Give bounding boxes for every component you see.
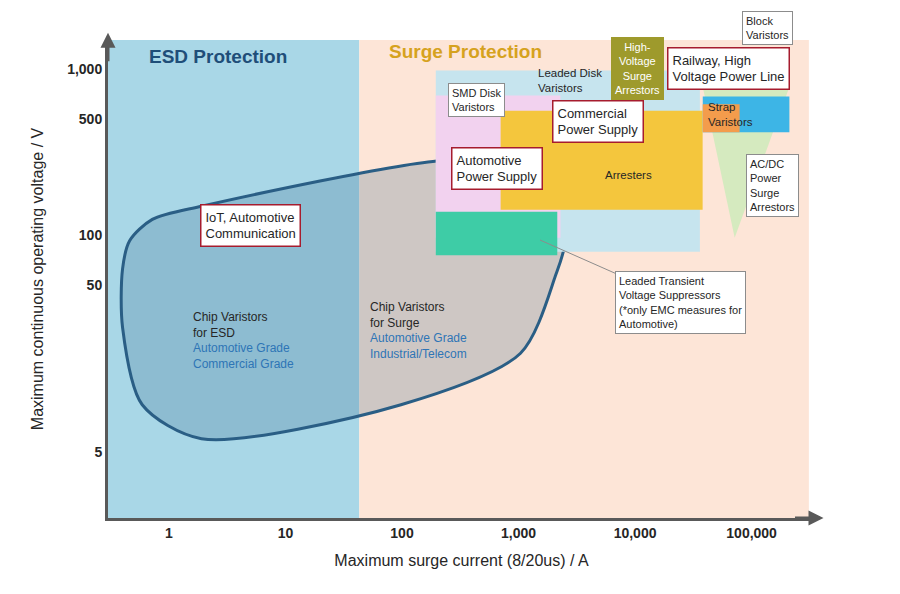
svg-text:100: 100 bbox=[390, 525, 414, 541]
svg-text:Chip Varistorsfor SurgeAutomot: Chip Varistorsfor SurgeAutomotive GradeI… bbox=[370, 300, 467, 361]
svg-text:Maximum surge current (8/20us): Maximum surge current (8/20us) / A bbox=[334, 552, 589, 569]
svg-text:High-VoltageSurgeArrestors: High-VoltageSurgeArrestors bbox=[615, 41, 660, 96]
svg-text:100: 100 bbox=[79, 227, 103, 243]
svg-text:AC/DCPowerSurgeArrestors: AC/DCPowerSurgeArrestors bbox=[750, 158, 795, 213]
svg-text:Railway, HighVoltage Power Lin: Railway, HighVoltage Power Line bbox=[673, 53, 785, 85]
svg-text:5: 5 bbox=[94, 444, 102, 460]
svg-text:1: 1 bbox=[165, 525, 173, 541]
svg-text:BlockVaristors: BlockVaristors bbox=[746, 15, 789, 41]
svg-text:StrapVaristors: StrapVaristors bbox=[708, 101, 753, 128]
svg-text:10: 10 bbox=[278, 525, 294, 541]
svg-text:ESD Protection: ESD Protection bbox=[149, 46, 287, 67]
svg-text:AutomotivePower Supply: AutomotivePower Supply bbox=[457, 153, 538, 185]
svg-text:Surge Protection: Surge Protection bbox=[389, 41, 542, 62]
svg-text:1,000: 1,000 bbox=[67, 61, 102, 77]
svg-text:Leaded DiskVaristors: Leaded DiskVaristors bbox=[538, 67, 602, 94]
svg-text:IoT, AutomotiveCommunication: IoT, AutomotiveCommunication bbox=[206, 210, 296, 242]
svg-text:10,000: 10,000 bbox=[614, 525, 657, 541]
svg-text:100,000: 100,000 bbox=[726, 525, 777, 541]
svg-text:SMD DiskVaristors: SMD DiskVaristors bbox=[452, 87, 501, 113]
svg-text:500: 500 bbox=[79, 111, 103, 127]
svg-text:CommercialPower Supply: CommercialPower Supply bbox=[558, 106, 639, 138]
svg-text:Chip Varistorsfor ESDAutomotiv: Chip Varistorsfor ESDAutomotive GradeCom… bbox=[193, 310, 294, 371]
svg-text:Maximum continuous operating v: Maximum continuous operating voltage / V bbox=[29, 127, 46, 430]
svg-text:50: 50 bbox=[87, 277, 103, 293]
svg-text:Leaded TransientVoltage Suppre: Leaded TransientVoltage Suppressors(*onl… bbox=[619, 275, 742, 330]
svg-text:Arresters: Arresters bbox=[605, 169, 652, 181]
svg-text:1,000: 1,000 bbox=[501, 525, 536, 541]
